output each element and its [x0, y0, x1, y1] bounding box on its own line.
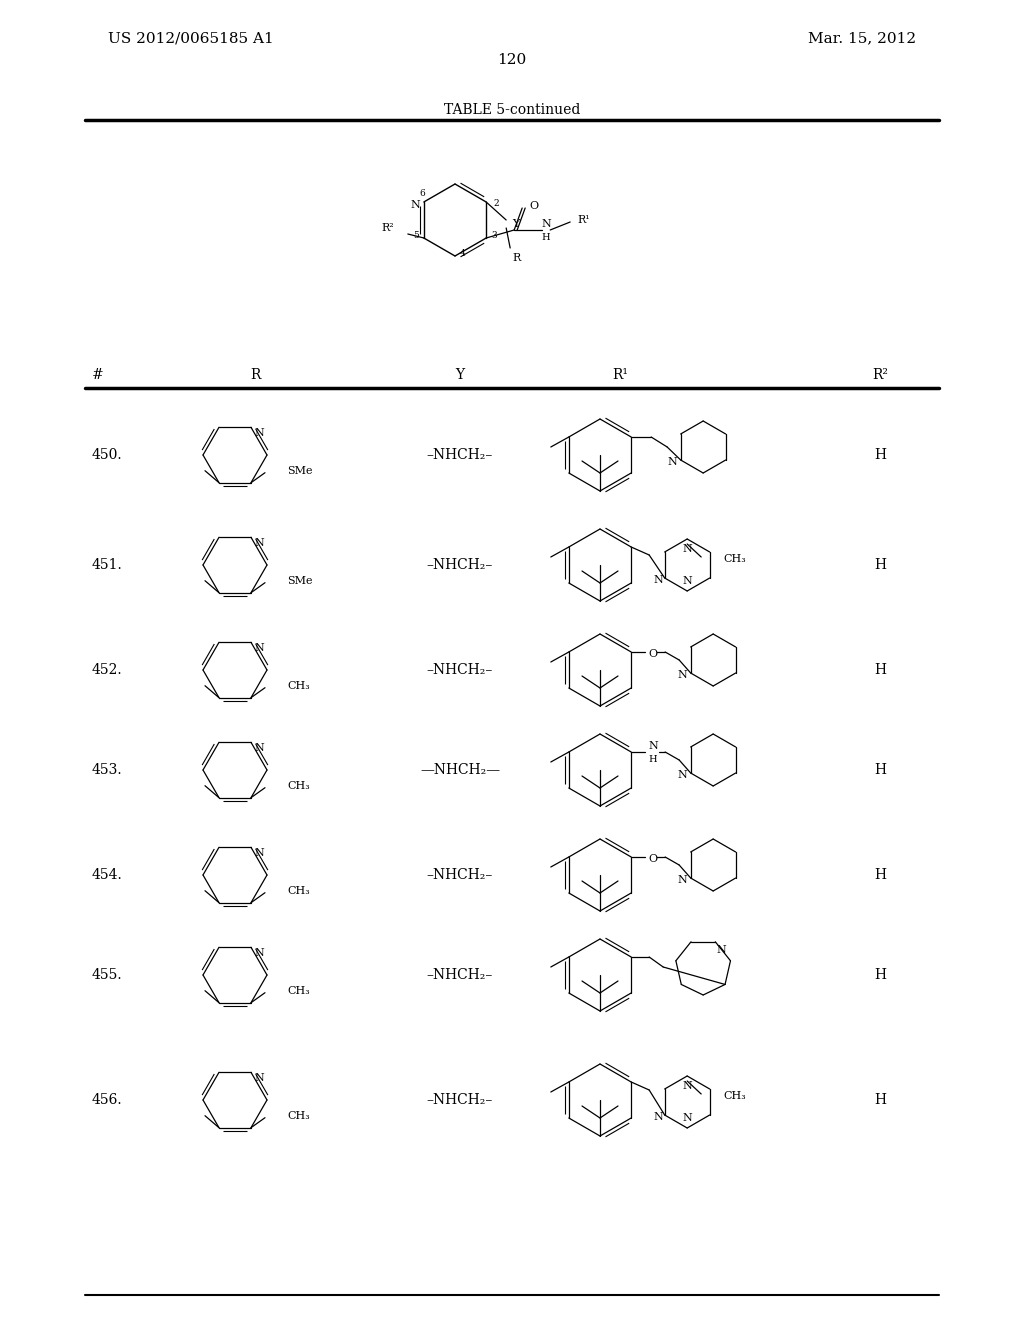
- Text: H: H: [542, 234, 551, 243]
- Text: CH₃: CH₃: [287, 886, 309, 896]
- Text: H: H: [649, 755, 657, 764]
- Text: 454.: 454.: [92, 869, 123, 882]
- Text: 3: 3: [492, 231, 497, 240]
- Text: H: H: [874, 1093, 886, 1107]
- Text: CH₃: CH₃: [287, 681, 309, 690]
- Text: N: N: [678, 875, 687, 884]
- Text: N: N: [254, 428, 264, 438]
- Text: TABLE 5-continued: TABLE 5-continued: [443, 103, 581, 117]
- Text: N: N: [682, 544, 692, 554]
- Text: CH₃: CH₃: [723, 554, 745, 564]
- Text: N: N: [254, 849, 264, 858]
- Text: 456.: 456.: [92, 1093, 123, 1107]
- Text: –NHCH₂–: –NHCH₂–: [427, 968, 494, 982]
- Text: –NHCH₂–: –NHCH₂–: [427, 663, 494, 677]
- Text: R: R: [250, 368, 260, 381]
- Text: H: H: [874, 763, 886, 777]
- Text: Mar. 15, 2012: Mar. 15, 2012: [808, 30, 916, 45]
- Text: 4: 4: [460, 249, 466, 259]
- Text: N: N: [678, 671, 687, 680]
- Text: N: N: [648, 741, 658, 751]
- Text: Y: Y: [456, 368, 465, 381]
- Text: SMe: SMe: [287, 466, 312, 475]
- Text: R: R: [512, 253, 520, 263]
- Text: 6: 6: [419, 190, 425, 198]
- Text: 450.: 450.: [92, 447, 123, 462]
- Text: H: H: [874, 968, 886, 982]
- Text: H: H: [874, 558, 886, 572]
- Text: N: N: [254, 1073, 264, 1084]
- Text: N: N: [717, 945, 726, 954]
- Text: R¹: R¹: [612, 368, 628, 381]
- Text: —NHCH₂—: —NHCH₂—: [420, 763, 500, 777]
- Text: N: N: [668, 457, 678, 467]
- Text: SMe: SMe: [287, 576, 312, 586]
- Text: 5: 5: [413, 231, 419, 240]
- Text: 452.: 452.: [92, 663, 123, 677]
- Text: N: N: [653, 1111, 664, 1122]
- Text: 2: 2: [494, 199, 499, 209]
- Text: N: N: [682, 1113, 692, 1123]
- Text: 120: 120: [498, 53, 526, 67]
- Text: H: H: [874, 869, 886, 882]
- Text: R²: R²: [382, 223, 394, 234]
- Text: CH₃: CH₃: [287, 1110, 309, 1121]
- Text: O: O: [648, 854, 657, 865]
- Text: O: O: [648, 649, 657, 659]
- Text: R¹: R¹: [578, 215, 591, 224]
- Text: US 2012/0065185 A1: US 2012/0065185 A1: [108, 30, 273, 45]
- Text: Y: Y: [512, 219, 520, 228]
- Text: R²: R²: [872, 368, 888, 381]
- Text: N: N: [653, 576, 664, 585]
- Text: 453.: 453.: [92, 763, 123, 777]
- Text: –NHCH₂–: –NHCH₂–: [427, 447, 494, 462]
- Text: –NHCH₂–: –NHCH₂–: [427, 558, 494, 572]
- Text: CH₃: CH₃: [287, 986, 309, 995]
- Text: #: #: [92, 368, 103, 381]
- Text: N: N: [254, 743, 264, 754]
- Text: O: O: [529, 201, 539, 211]
- Text: 455.: 455.: [92, 968, 123, 982]
- Text: CH₃: CH₃: [287, 780, 309, 791]
- Text: N: N: [254, 539, 264, 548]
- Text: –NHCH₂–: –NHCH₂–: [427, 869, 494, 882]
- Text: N: N: [682, 576, 692, 586]
- Text: H: H: [874, 447, 886, 462]
- Text: CH₃: CH₃: [723, 1092, 745, 1101]
- Text: N: N: [254, 643, 264, 653]
- Text: N: N: [411, 201, 421, 210]
- Text: N: N: [682, 1081, 692, 1092]
- Text: N: N: [254, 948, 264, 958]
- Text: 451.: 451.: [92, 558, 123, 572]
- Text: N: N: [678, 770, 687, 780]
- Text: H: H: [874, 663, 886, 677]
- Text: N: N: [542, 219, 551, 228]
- Text: –NHCH₂–: –NHCH₂–: [427, 1093, 494, 1107]
